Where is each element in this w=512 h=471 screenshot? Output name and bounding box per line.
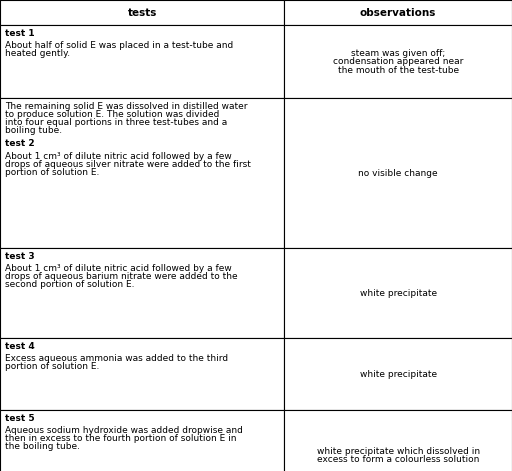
Text: white precipitate: white precipitate — [359, 289, 437, 298]
Text: portion of solution E.: portion of solution E. — [5, 168, 99, 177]
Bar — [284, 98, 512, 248]
Text: About 1 cm³ of dilute nitric acid followed by a few: About 1 cm³ of dilute nitric acid follow… — [5, 264, 232, 273]
Text: About 1 cm³ of dilute nitric acid followed by a few: About 1 cm³ of dilute nitric acid follow… — [5, 152, 232, 161]
Bar — [0, 338, 284, 410]
Bar — [0, 25, 284, 98]
Text: The remaining solid E was dissolved in distilled water: The remaining solid E was dissolved in d… — [5, 102, 247, 111]
Text: test 2: test 2 — [5, 139, 35, 148]
Bar — [284, 248, 512, 338]
Text: condensation appeared near: condensation appeared near — [333, 57, 463, 66]
Bar — [284, 25, 512, 98]
Text: to produce solution E. The solution was divided: to produce solution E. The solution was … — [5, 110, 219, 119]
Text: test 5: test 5 — [5, 414, 35, 423]
Text: test 4: test 4 — [5, 342, 35, 351]
Text: steam was given off;: steam was given off; — [351, 49, 445, 58]
Text: boiling tube.: boiling tube. — [5, 126, 62, 135]
Text: heated gently.: heated gently. — [5, 49, 70, 58]
Text: test 3: test 3 — [5, 252, 35, 261]
Text: then in excess to the fourth portion of solution E in: then in excess to the fourth portion of … — [5, 434, 237, 443]
Bar — [284, 338, 512, 410]
Text: test 1: test 1 — [5, 29, 35, 38]
Text: Aqueous sodium hydroxide was added dropwise and: Aqueous sodium hydroxide was added dropw… — [5, 426, 243, 435]
Text: into four equal portions in three test-tubes and a: into four equal portions in three test-t… — [5, 118, 227, 127]
Text: observations: observations — [360, 8, 436, 17]
Bar — [0, 0, 284, 25]
Text: portion of solution E.: portion of solution E. — [5, 362, 99, 371]
Text: white precipitate which dissolved in: white precipitate which dissolved in — [316, 447, 480, 456]
Text: no visible change: no visible change — [358, 169, 438, 178]
Text: Excess aqueous ammonia was added to the third: Excess aqueous ammonia was added to the … — [5, 354, 228, 363]
Text: white precipitate: white precipitate — [359, 370, 437, 379]
Bar — [0, 410, 284, 471]
Bar — [284, 410, 512, 471]
Text: the mouth of the test-tube: the mouth of the test-tube — [337, 65, 459, 74]
Bar — [0, 248, 284, 338]
Text: second portion of solution E.: second portion of solution E. — [5, 280, 135, 290]
Text: drops of aqueous barium nitrate were added to the: drops of aqueous barium nitrate were add… — [5, 272, 238, 281]
Text: excess to form a colourless solution: excess to form a colourless solution — [317, 455, 479, 464]
Bar — [284, 0, 512, 25]
Text: About half of solid E was placed in a test-tube and: About half of solid E was placed in a te… — [5, 41, 233, 50]
Bar — [0, 98, 284, 248]
Text: drops of aqueous silver nitrate were added to the first: drops of aqueous silver nitrate were add… — [5, 160, 251, 169]
Text: the boiling tube.: the boiling tube. — [5, 442, 80, 451]
Text: tests: tests — [127, 8, 157, 17]
